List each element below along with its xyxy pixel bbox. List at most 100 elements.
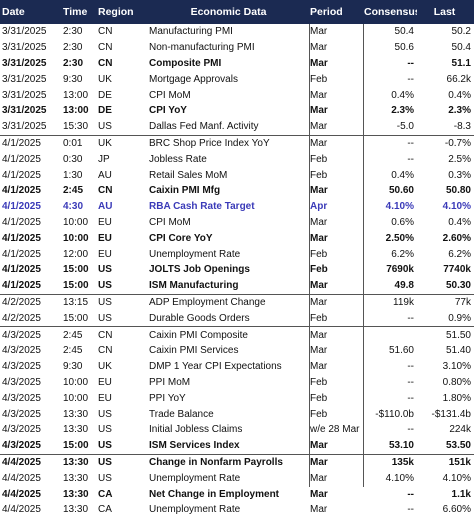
cell-consensus: -- <box>407 392 414 404</box>
cell-time: 13:30 <box>63 488 89 500</box>
cell-consensus: 0.4% <box>391 169 414 181</box>
cell-last: 51.1 <box>451 57 471 69</box>
table-row[interactable]: 4/4/2025 13:30 US Change in Nonfarm Payroll… <box>0 453 474 471</box>
cell-last: 151k <box>448 456 471 468</box>
header-economic-data[interactable]: Economic Data <box>190 6 267 18</box>
cell-economic-data: JOLTS Job Openings <box>149 264 250 276</box>
table-row[interactable]: 4/3/2025 9:30 UK DMP 1 Year CPI Expectation… <box>0 359 474 375</box>
cell-time: 10:00 <box>63 376 89 388</box>
cell-time: 2:45 <box>63 329 83 341</box>
cell-last: 53.50 <box>445 440 471 452</box>
cell-time: 13:30 <box>63 424 89 436</box>
cell-region: AU <box>98 201 113 213</box>
cell-consensus: 0.6% <box>391 216 414 228</box>
cell-region: UK <box>98 361 112 373</box>
table-row[interactable]: 4/1/2025 2:45 CN Caixin PMI Mfg Mar 50.60 50.8… <box>0 183 474 199</box>
table-row[interactable]: 3/31/2025 2:30 CN Non-manufacturing PMI Mar 5… <box>0 40 474 56</box>
cell-period: Mar <box>310 121 328 133</box>
cell-time: 13:30 <box>63 472 89 484</box>
cell-period: Mar <box>310 42 328 54</box>
cell-period: Feb <box>310 248 328 260</box>
cell-last: 2.3% <box>448 105 471 117</box>
table-row[interactable]: 4/2/2025 15:00 US Durable Goods Orders Feb --… <box>0 310 474 326</box>
cell-period: Mar <box>310 57 328 69</box>
cell-economic-data: CPI MoM <box>149 216 191 228</box>
cell-economic-data: Caixin PMI Services <box>149 345 239 357</box>
table-row[interactable]: 4/3/2025 2:45 CN Caixin PMI Services Mar 51.6… <box>0 343 474 359</box>
cell-economic-data: DMP 1 Year CPI Expectations <box>149 361 282 373</box>
table-row[interactable]: 4/1/2025 15:00 US JOLTS Job Openings Feb 7690… <box>0 262 474 278</box>
header-region[interactable]: Region <box>98 6 134 18</box>
table-row[interactable]: 3/31/2025 13:00 DE CPI MoM Mar 0.4% 0.4% <box>0 87 474 103</box>
cell-consensus: 53.10 <box>388 440 414 452</box>
cell-economic-data: Mortgage Approvals <box>149 73 238 85</box>
cell-last: 1.1k <box>451 488 471 500</box>
cell-last: 224k <box>449 424 471 436</box>
cell-consensus: -- <box>407 361 414 373</box>
cell-economic-data: Jobless Rate <box>149 153 207 165</box>
cell-period: Mar <box>310 488 328 500</box>
table-row[interactable]: 4/1/2025 0:01 UK BRC Shop Price Index YoY Ma… <box>0 134 474 152</box>
table-row[interactable]: 4/1/2025 12:00 EU Unemployment Rate Feb 6.2% 6… <box>0 246 474 262</box>
cell-economic-data: BRC Shop Price Index YoY <box>149 137 270 149</box>
table-row[interactable]: 4/3/2025 10:00 EU PPI MoM Feb -- 0.80% <box>0 375 474 391</box>
table-row[interactable]: 3/31/2025 2:30 CN Manufacturing PMI Mar 50.4 5… <box>0 24 474 40</box>
header-time[interactable]: Time <box>63 6 88 18</box>
cell-date: 4/4/2025 <box>2 456 41 468</box>
table-row[interactable]: 4/3/2025 15:00 US ISM Services Index Mar 53.1… <box>0 438 474 454</box>
cell-period: w/e 28 Mar <box>310 424 360 436</box>
table-row[interactable]: 4/1/2025 10:00 EU CPI MoM Mar 0.6% 0.4% <box>0 215 474 231</box>
table-row[interactable]: 3/31/2025 15:30 US Dallas Fed Manf. Activit… <box>0 119 474 135</box>
cell-region: CN <box>98 185 113 197</box>
cell-date: 3/31/2025 <box>2 121 47 133</box>
cell-region: US <box>98 121 112 133</box>
header-period[interactable]: Period <box>310 6 343 18</box>
cell-period: Feb <box>310 376 328 388</box>
cell-period: Mar <box>310 137 328 149</box>
table-row[interactable]: 4/3/2025 13:30 US Initial Jobless Claims w/e… <box>0 422 474 438</box>
cell-region: US <box>98 472 112 484</box>
header-consensus[interactable]: Consensus <box>364 6 417 18</box>
cell-date: 4/3/2025 <box>2 329 41 341</box>
table-row[interactable]: 4/2/2025 13:15 US ADP Employment Change Mar 1… <box>0 293 474 311</box>
table-row[interactable]: 4/1/2025 15:00 US ISM Manufacturing Mar 49.8 5… <box>0 278 474 294</box>
cell-date: 4/2/2025 <box>2 312 41 324</box>
table-row[interactable]: 3/31/2025 9:30 UK Mortgage Approvals Feb -- 66… <box>0 71 474 87</box>
cell-last: -$131.4b <box>431 408 471 420</box>
cell-last: 6.60% <box>442 504 471 516</box>
cell-time: 2:45 <box>63 185 84 197</box>
cell-date: 4/1/2025 <box>2 264 41 276</box>
cell-region: US <box>98 440 112 452</box>
cell-date: 3/31/2025 <box>2 105 47 117</box>
cell-economic-data: PPI MoM <box>149 376 191 388</box>
cell-period: Mar <box>310 456 328 468</box>
table-row[interactable]: 4/3/2025 2:45 CN Caixin PMI Composite Mar 51.… <box>0 326 474 343</box>
cell-time: 15:00 <box>63 312 89 324</box>
table-row[interactable]: 4/1/2025 10:00 EU CPI Core YoY Mar 2.50% 2.60% <box>0 230 474 246</box>
table-row[interactable]: 3/31/2025 13:00 DE CPI YoY Mar 2.3% 2.3% <box>0 103 474 119</box>
table-row[interactable]: 4/1/2025 4:30 AU RBA Cash Rate Target Apr 4.1… <box>0 199 474 215</box>
header-date[interactable]: Date <box>2 6 25 18</box>
table-row[interactable]: 4/3/2025 13:30 US Trade Balance Feb -$110.0b -… <box>0 406 474 422</box>
table-row[interactable]: 4/4/2025 13:30 CA Unemployment Rate Mar -- 6.6… <box>0 502 474 518</box>
cell-region: CA <box>98 504 112 516</box>
table-row[interactable]: 4/4/2025 13:30 CA Net Change in Employment M… <box>0 486 474 502</box>
cell-region: US <box>98 312 112 324</box>
cell-last: 50.30 <box>445 280 471 292</box>
cell-time: 10:00 <box>63 216 89 228</box>
cell-date: 4/2/2025 <box>2 296 41 308</box>
column-divider <box>363 24 364 487</box>
table-row[interactable]: 4/1/2025 0:30 JP Jobless Rate Feb -- 2.5% <box>0 151 474 167</box>
header-last[interactable]: Last <box>433 6 456 18</box>
cell-economic-data: Durable Goods Orders <box>149 312 250 324</box>
cell-time: 13:30 <box>63 408 89 420</box>
table-row[interactable]: 4/1/2025 1:30 AU Retail Sales MoM Feb 0.4% 0.3… <box>0 167 474 183</box>
cell-period: Feb <box>310 169 328 181</box>
cell-date: 4/1/2025 <box>2 201 41 213</box>
table-row[interactable]: 4/3/2025 10:00 EU PPI YoY Feb -- 1.80% <box>0 390 474 406</box>
cell-last: 1.80% <box>442 392 471 404</box>
cell-economic-data: ADP Employment Change <box>149 296 266 308</box>
table-row[interactable]: 3/31/2025 2:30 CN Composite PMI Mar -- 51.1 <box>0 56 474 72</box>
table-row[interactable]: 4/4/2025 13:30 US Unemployment Rate Mar 4.10%… <box>0 470 474 486</box>
cell-time: 13:00 <box>63 105 89 117</box>
